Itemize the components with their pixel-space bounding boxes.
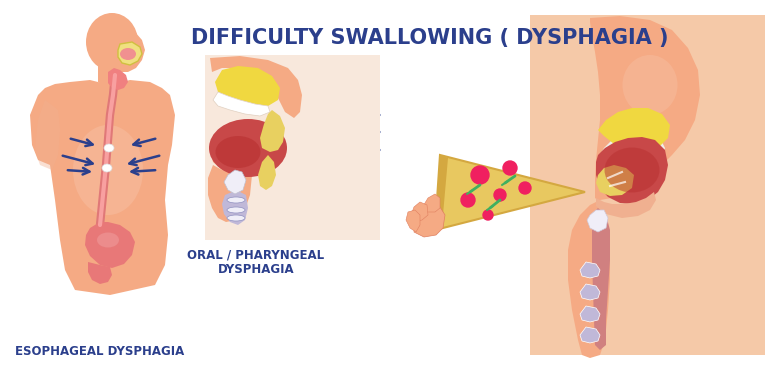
Polygon shape [596,192,656,218]
Circle shape [494,189,506,201]
Polygon shape [208,165,252,222]
Polygon shape [414,205,445,237]
Polygon shape [596,137,668,204]
Ellipse shape [73,125,143,215]
Polygon shape [596,165,634,196]
Text: DIFFICULTY SWALLOWING ( DYSPHAGIA ): DIFFICULTY SWALLOWING ( DYSPHAGIA ) [191,28,669,48]
Circle shape [461,193,475,207]
Polygon shape [98,62,122,86]
Polygon shape [592,208,610,350]
Polygon shape [580,284,600,300]
Polygon shape [88,262,112,284]
Polygon shape [222,192,248,225]
Polygon shape [600,132,665,168]
Polygon shape [35,100,60,170]
Ellipse shape [86,13,138,71]
Polygon shape [215,66,280,106]
Polygon shape [568,16,700,358]
Ellipse shape [216,136,260,168]
Polygon shape [422,194,440,212]
Polygon shape [580,306,600,322]
Polygon shape [224,170,246,194]
Polygon shape [435,155,585,230]
Circle shape [503,161,517,175]
Polygon shape [213,92,270,116]
Polygon shape [85,222,135,268]
Polygon shape [210,138,255,172]
Ellipse shape [209,119,287,177]
Ellipse shape [227,207,245,213]
Text: ORAL / PHARYNGEAL
DYSPHAGIA: ORAL / PHARYNGEAL DYSPHAGIA [187,248,325,276]
Circle shape [519,182,531,194]
Polygon shape [115,28,145,72]
Circle shape [483,210,493,220]
Circle shape [471,166,489,184]
Text: ESOPHAGEAL DYSPHAGIA: ESOPHAGEAL DYSPHAGIA [15,345,184,358]
Polygon shape [118,42,142,65]
Polygon shape [108,68,128,90]
Ellipse shape [102,164,112,172]
Ellipse shape [97,232,119,248]
Polygon shape [210,56,302,118]
Ellipse shape [622,55,678,115]
Ellipse shape [227,215,245,221]
Polygon shape [580,327,600,343]
Polygon shape [260,110,285,152]
Polygon shape [410,202,428,222]
Ellipse shape [227,197,245,203]
Ellipse shape [604,148,659,192]
FancyBboxPatch shape [205,55,380,240]
Polygon shape [30,80,175,295]
Polygon shape [587,210,608,232]
Ellipse shape [120,48,136,60]
Polygon shape [598,108,670,152]
Ellipse shape [104,144,114,152]
Polygon shape [435,155,448,230]
Polygon shape [580,262,600,278]
Bar [530,15,765,355]
Polygon shape [258,155,276,190]
Polygon shape [406,210,420,232]
